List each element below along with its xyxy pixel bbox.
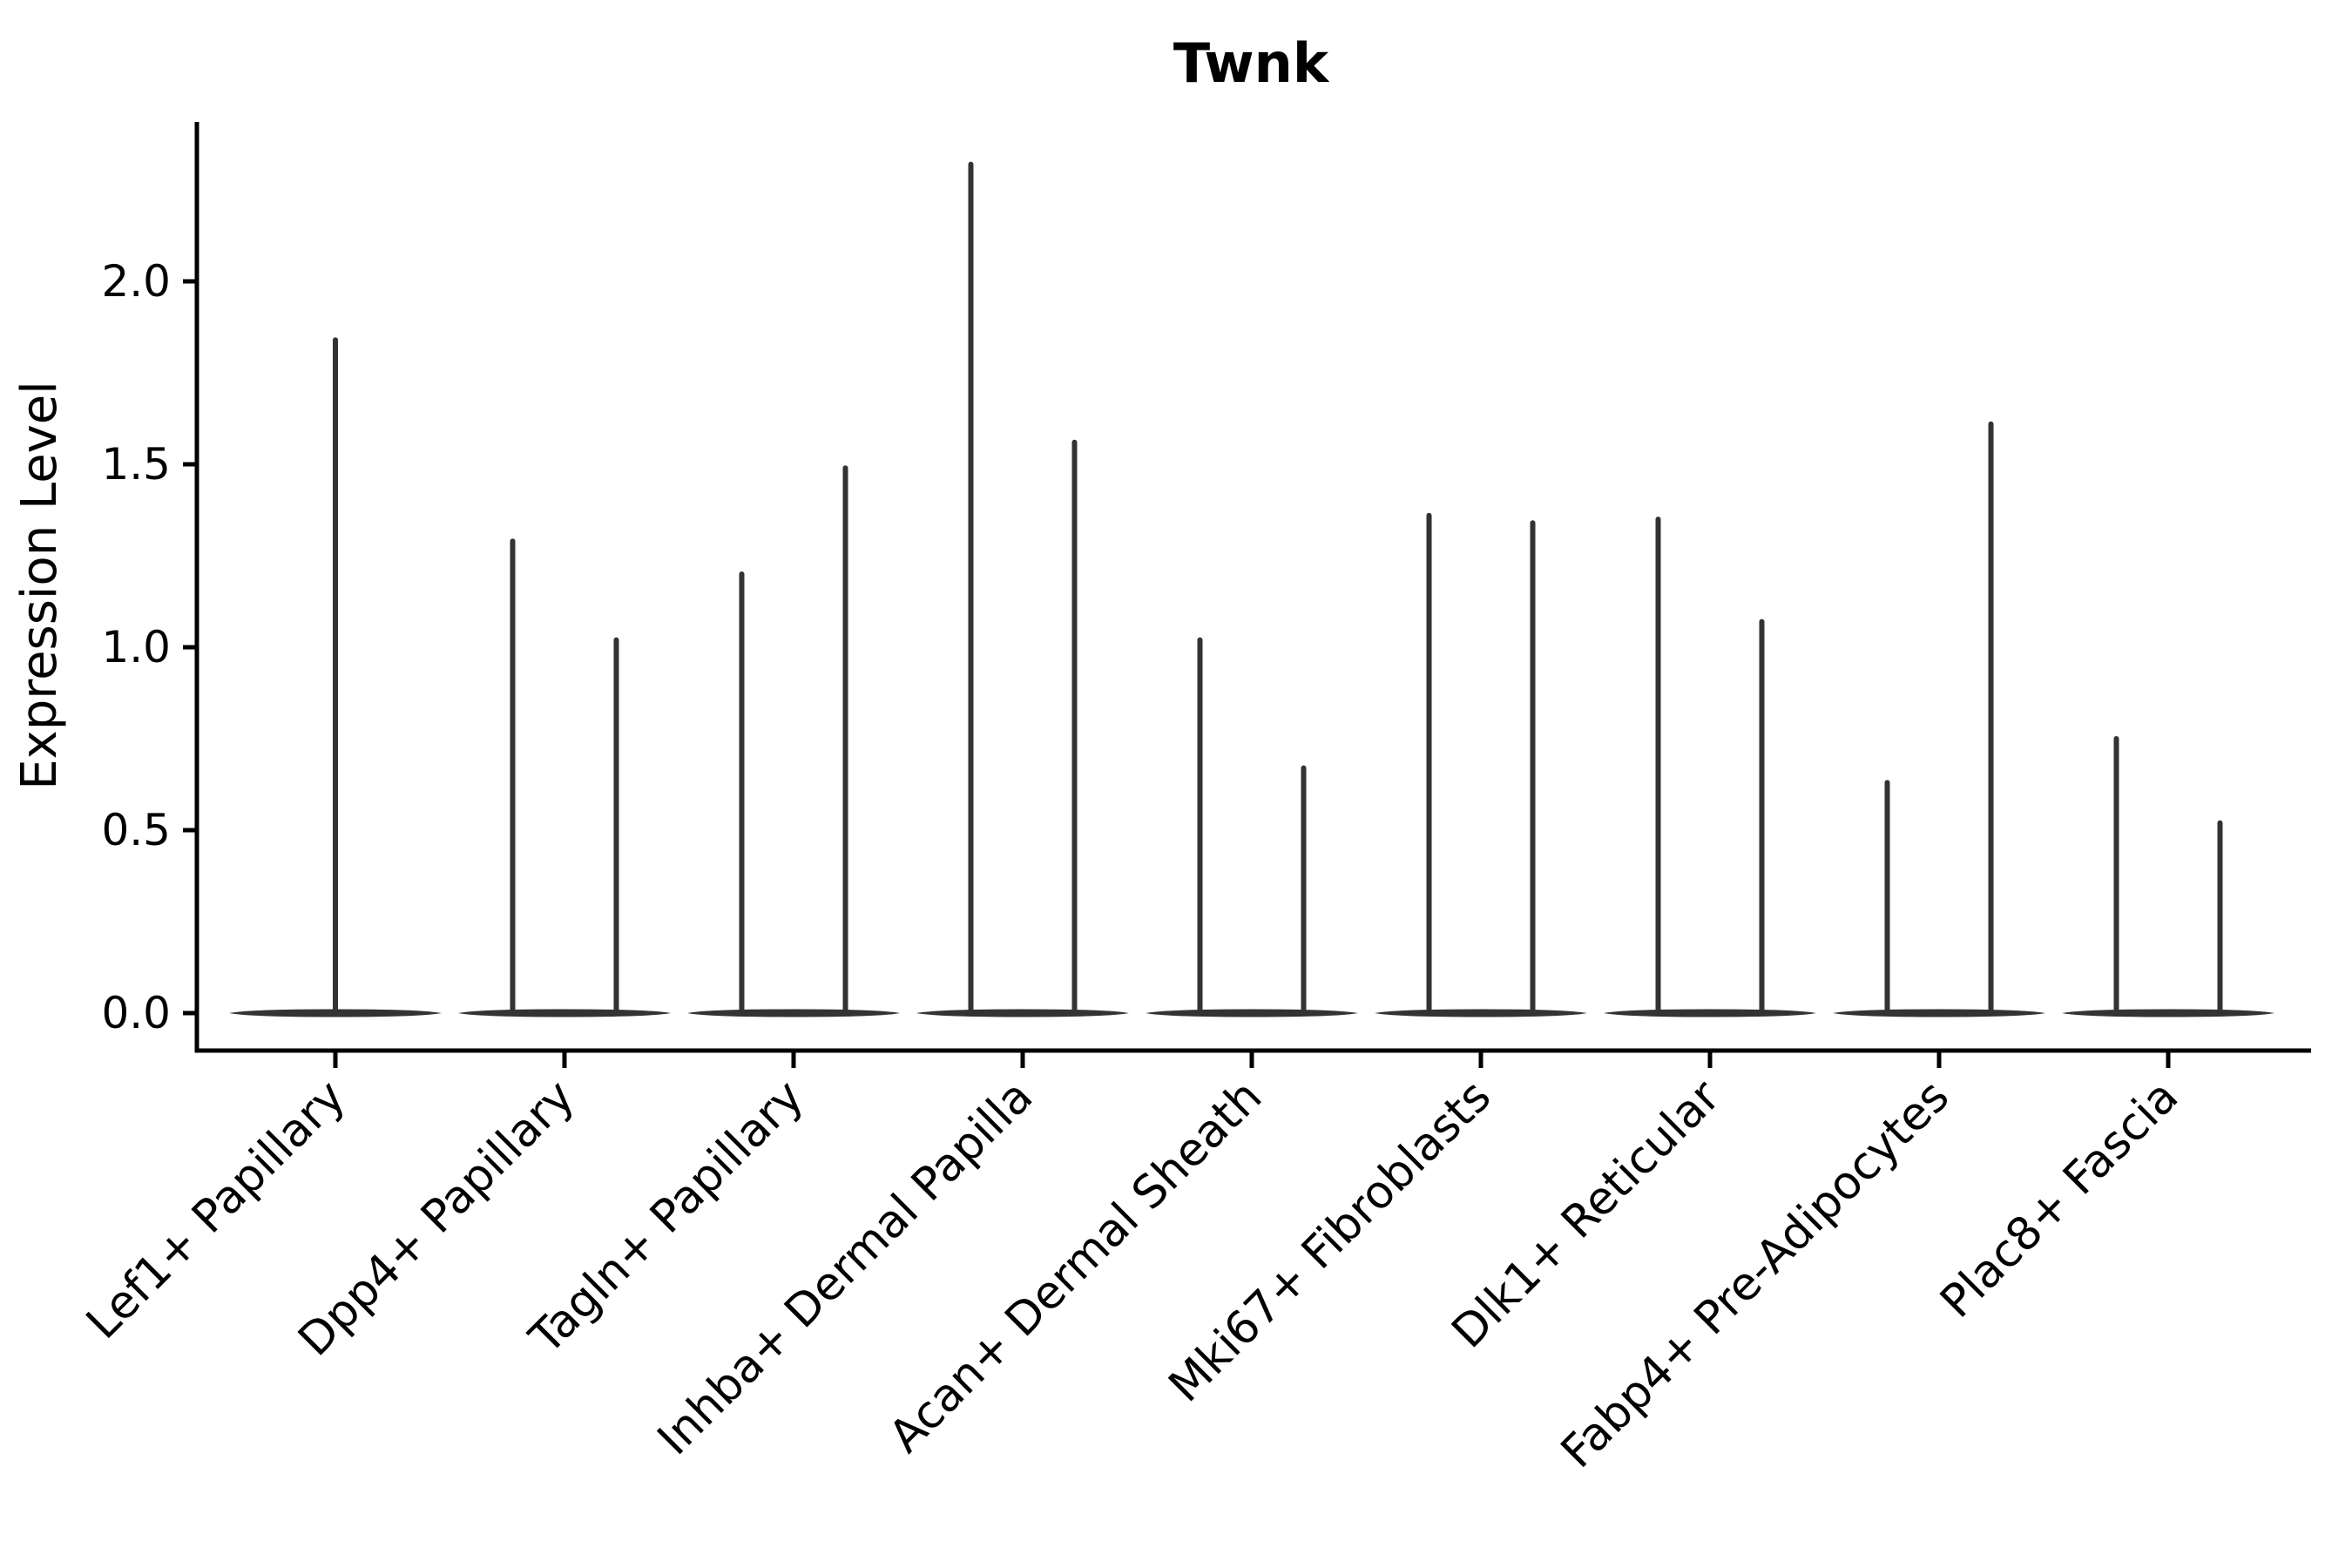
violin <box>2062 736 2274 1017</box>
violin-baseline <box>1833 1009 2045 1017</box>
violin-baseline <box>1604 1009 1816 1017</box>
x-tick-label: Fabp4+ Pre-Adipocytes <box>1551 1071 1959 1478</box>
y-axis-label: Expression Level <box>11 381 68 790</box>
axes-layer <box>183 122 2311 1068</box>
violin-baseline <box>458 1009 671 1017</box>
x-tick-label: Inhba+ Dermal Papilla <box>648 1071 1043 1465</box>
violin <box>1833 421 2045 1017</box>
y-tick-label: 1.5 <box>101 439 171 490</box>
chart-title: Twnk <box>1173 31 1330 95</box>
y-tick-label: 1.0 <box>101 622 171 672</box>
violin-baseline <box>2062 1009 2274 1017</box>
violin <box>1375 512 1587 1017</box>
y-tick-label: 0.5 <box>101 805 171 855</box>
violin <box>687 465 900 1017</box>
violin <box>1604 517 1816 1017</box>
violin-baseline <box>916 1009 1129 1017</box>
violin <box>229 337 442 1017</box>
violins-layer <box>229 161 2274 1017</box>
x-tick-label: Acan+ Dermal Sheath <box>880 1071 1273 1463</box>
y-tick-label: 0.0 <box>101 988 171 1038</box>
x-tick-label: Plac8+ Fascia <box>1930 1071 2188 1328</box>
violin-baseline <box>687 1009 900 1017</box>
y-tick-label: 2.0 <box>101 256 171 307</box>
y-tick-labels-layer: 0.0 0.5 1.0 1.5 2.0 <box>101 256 171 1038</box>
violin-baseline <box>1375 1009 1587 1017</box>
violin <box>1146 637 1358 1017</box>
violin-baseline <box>1146 1009 1358 1017</box>
violin <box>916 161 1129 1017</box>
violin <box>458 538 671 1017</box>
